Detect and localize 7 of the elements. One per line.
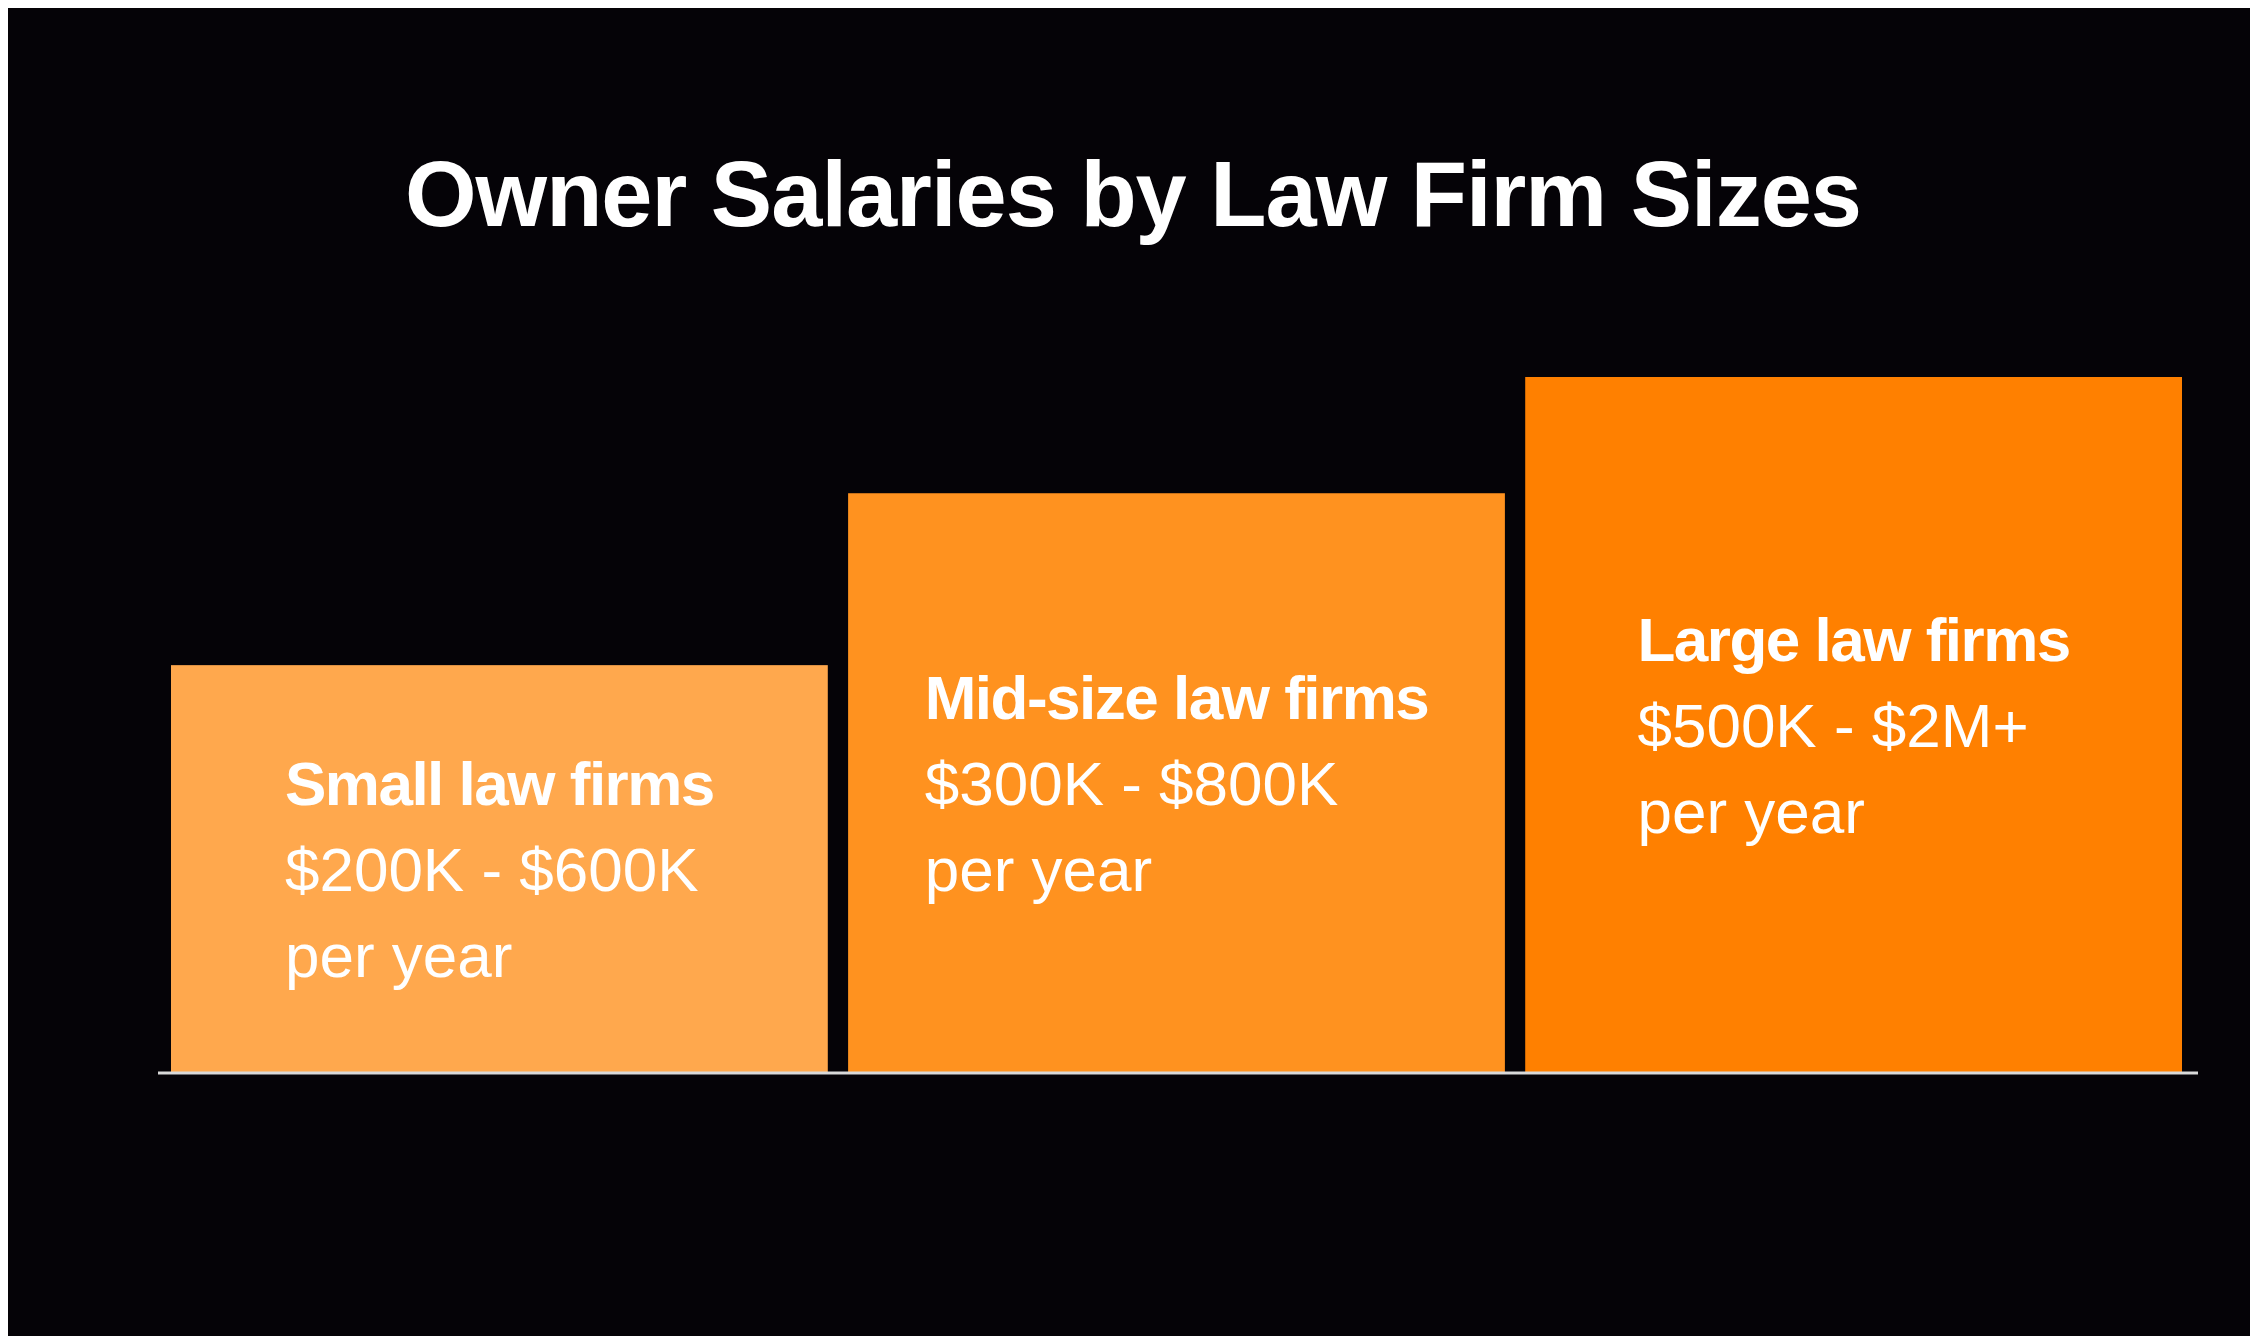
annotation: $300K - $800K per year [924, 748, 1339, 904]
chart-title: Owner Salaries by Law Firm Sizes [405, 143, 1861, 245]
x-tick-label: Mid-size law firms [924, 662, 1429, 732]
annotation: $200K - $600K per year [284, 834, 699, 990]
x-tick-label: Small law firms [284, 748, 714, 818]
annotation: $500K - $2M+ per year [1637, 690, 2029, 846]
x-tick-label: Large law firms [1637, 604, 2070, 674]
